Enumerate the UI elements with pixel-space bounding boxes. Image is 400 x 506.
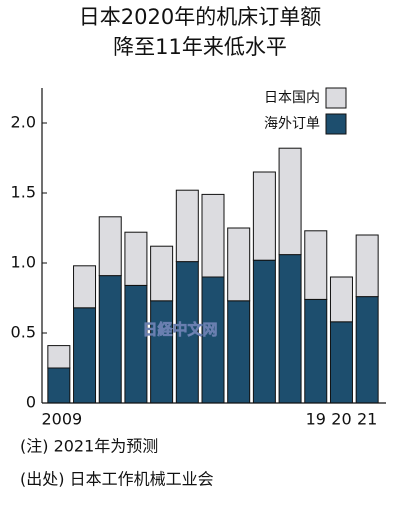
bar-segment [124, 284, 148, 404]
bar-segment [124, 231, 148, 286]
y-tick-label: 1.0 [11, 253, 36, 272]
bar-segment [329, 321, 353, 404]
chart-title: 降至11年来低水平 [113, 35, 287, 59]
x-tick-label: 20 [331, 410, 351, 429]
bar-segment [201, 276, 225, 404]
bar-segment [47, 367, 71, 404]
bar-segment [252, 259, 276, 404]
bar-segment [278, 147, 302, 256]
bar-segment [98, 275, 122, 404]
bar-segment [73, 265, 97, 309]
chart-title: 日本2020年的机床订单额 [79, 5, 321, 29]
bar-segment [304, 230, 328, 300]
y-tick-label: 0 [26, 393, 36, 412]
legend-swatch [325, 87, 347, 109]
watermark: 日経中文网 [142, 321, 217, 339]
note: (出处) 日本工作机械工业会 [20, 470, 214, 489]
legend-label: 日本国内 [264, 90, 320, 106]
bar-segment [175, 189, 199, 263]
x-tick-label: 21 [357, 410, 377, 429]
bar-segment [355, 234, 379, 298]
bar-segment [201, 193, 225, 278]
bar-segment [304, 298, 328, 404]
note: (注) 2021年为预测 [20, 437, 158, 456]
bar-segment [150, 300, 174, 404]
x-tick-label: 2009 [41, 410, 82, 429]
bar-segment [227, 227, 251, 302]
bar-segment [355, 296, 379, 404]
bar-segment [227, 300, 251, 404]
legend-swatch [325, 113, 347, 135]
bar-segment [252, 171, 276, 261]
legend-label: 海外订单 [264, 116, 320, 132]
bar-segment [47, 345, 71, 369]
x-tick-label: 19 [306, 410, 326, 429]
y-tick-label: 1.5 [11, 183, 36, 202]
bar-segment [278, 254, 302, 404]
bar-segment [98, 216, 122, 277]
bar-segment [329, 276, 353, 323]
bar-segment [73, 307, 97, 404]
bar-segment [150, 245, 174, 302]
y-tick-label: 2.0 [11, 113, 36, 132]
y-tick-label: 0.5 [11, 323, 36, 342]
